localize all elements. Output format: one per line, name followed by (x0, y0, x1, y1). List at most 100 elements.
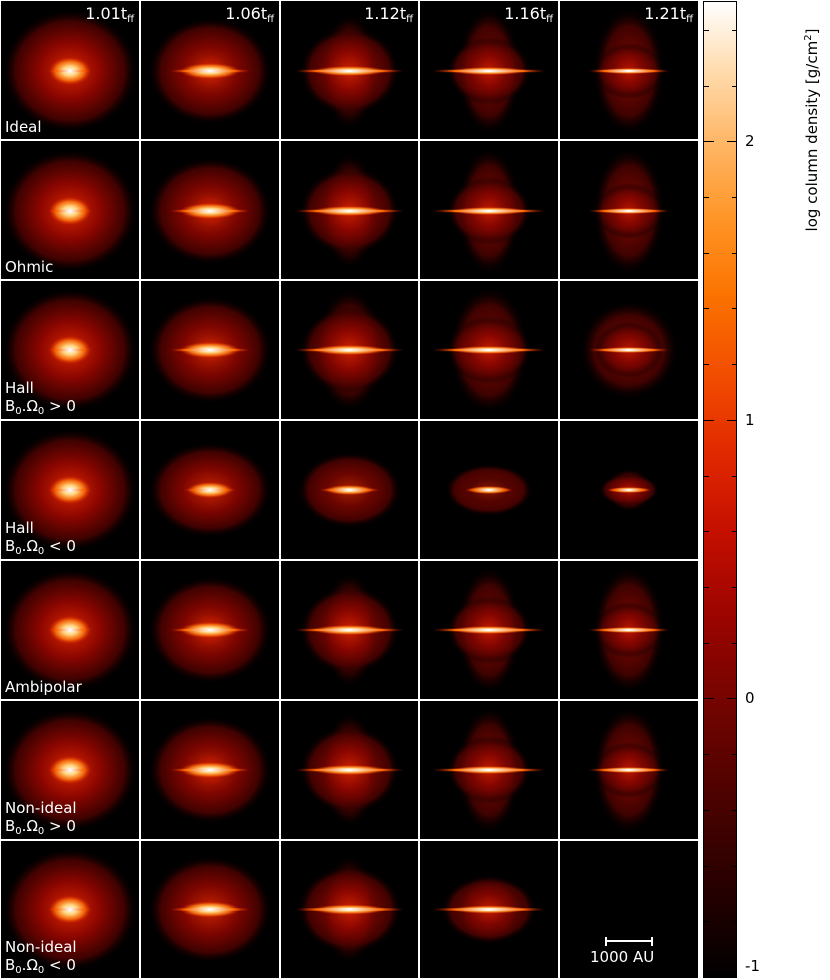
panel-r5-c3 (420, 701, 558, 839)
density-map (2, 568, 138, 692)
colorbar-major-tick (727, 698, 737, 699)
colorbar-minor-tick (732, 531, 737, 532)
density-map (148, 296, 272, 404)
column-title-1: 1.06tff (225, 4, 274, 25)
panel-r4-c0 (1, 561, 139, 699)
colorbar-major-tick (704, 977, 714, 978)
row-label-1: Ohmic (5, 258, 53, 276)
density-map (2, 9, 138, 133)
row-label-condition: B0.Ω0 > 0 (5, 397, 76, 417)
panel-r1-c0 (1, 141, 139, 279)
density-map (295, 288, 404, 412)
density-map (295, 572, 404, 688)
panel-r2-c3 (420, 281, 558, 419)
density-map (589, 147, 669, 275)
colorbar-minor-tick (704, 253, 709, 254)
panel-r5-c1 (141, 701, 279, 839)
colorbar-minor-tick (732, 30, 737, 31)
row-label-name: Non-ideal (5, 799, 77, 817)
density-map (297, 452, 402, 528)
colorbar-minor-tick (704, 531, 709, 532)
panel-r2-c2 (281, 281, 418, 419)
panel-grid: 1.01tff 1.06tff 1.12tff 1.16tff 1.21tff Ideal… (0, 0, 699, 979)
colorbar-minor-tick (732, 587, 737, 588)
column-time-value: 1.06 (225, 4, 261, 23)
panel-r5-c2 (281, 701, 418, 839)
colorbar-minor-tick (704, 587, 709, 588)
scale-bar (605, 937, 653, 946)
colorbar-minor-tick (704, 921, 709, 922)
density-map (589, 7, 669, 135)
row-label-3: Hall B0.Ω0 < 0 (5, 519, 76, 561)
colorbar-major-tick (727, 141, 737, 142)
panel-r1-c2 (281, 141, 418, 279)
density-map (433, 286, 545, 414)
panel-r0-c4 (560, 1, 698, 139)
colorbar-tick-label: 2 (745, 132, 755, 150)
colorbar-major-tick (704, 420, 714, 421)
panel-r3-c2 (281, 421, 418, 559)
density-map (589, 566, 669, 694)
colorbar-major-tick (727, 420, 737, 421)
row-label-condition: B0.Ω0 > 0 (5, 817, 76, 837)
colorbar-minor-tick (732, 86, 737, 87)
colorbar-minor-tick (732, 308, 737, 309)
density-map (148, 855, 272, 964)
density-map (295, 712, 404, 828)
density-map (2, 428, 138, 552)
panel-r6-c0 (1, 841, 139, 978)
density-map (148, 17, 272, 125)
colorbar-minor-tick (704, 754, 709, 755)
colorbar-major-tick (704, 698, 714, 699)
column-title-3: 1.16tff (504, 4, 553, 25)
scale-bar-label: 1000 AU (590, 948, 655, 966)
row-label-4: Ambipolar (5, 678, 82, 696)
panel-r0-c0 (1, 1, 139, 139)
colorbar-label: log column density [g/cm2] (803, 28, 821, 232)
colorbar-major-tick (704, 141, 714, 142)
density-map (148, 716, 272, 824)
density-map (295, 855, 404, 964)
colorbar-minor-tick (732, 476, 737, 477)
panel-r0-c3 (420, 1, 558, 139)
panel-r1-c4 (560, 141, 698, 279)
density-map (148, 442, 272, 538)
density-map (433, 566, 545, 694)
panel-r2-c1 (141, 281, 279, 419)
row-label-2: Hall B0.Ω0 > 0 (5, 379, 76, 421)
density-map (433, 147, 545, 275)
column-title-4: 1.21tff (644, 4, 693, 25)
density-map (589, 706, 669, 834)
colorbar-tick-label: 1 (745, 411, 755, 429)
row-label-name: Ideal (5, 118, 42, 136)
row-label-name: Hall (5, 379, 34, 397)
panel-r0-c2 (281, 1, 418, 139)
column-time-sub: ff (267, 14, 274, 25)
density-map (599, 468, 659, 512)
row-label-condition: B0.Ω0 < 0 (5, 537, 76, 557)
density-map (433, 7, 545, 135)
colorbar-major-tick (727, 977, 737, 978)
panel-r3-c1 (141, 421, 279, 559)
column-time-value: 1.21 (644, 4, 680, 23)
panel-r6-c2 (281, 841, 418, 978)
column-time-value: 1.01 (85, 4, 121, 23)
density-map (433, 706, 545, 834)
colorbar-tick-label: 0 (745, 689, 755, 707)
panel-r2-c0 (1, 281, 139, 419)
column-time-value: 1.12 (364, 4, 400, 23)
density-map (2, 847, 138, 972)
colorbar-minor-tick (704, 476, 709, 477)
colorbar-minor-tick (704, 810, 709, 811)
colorbar-minor-tick (704, 30, 709, 31)
colorbar-minor-tick (732, 754, 737, 755)
colorbar-minor-tick (732, 921, 737, 922)
panel-r3-c3 (420, 421, 558, 559)
column-time-sub: ff (686, 14, 693, 25)
column-time-value: 1.16 (504, 4, 540, 23)
column-title-0: 1.01tff (85, 4, 134, 25)
colorbar-minor-tick (732, 643, 737, 644)
panel-r1-c1 (141, 141, 279, 279)
panel-r3-c4 (560, 421, 698, 559)
density-map (433, 873, 545, 946)
